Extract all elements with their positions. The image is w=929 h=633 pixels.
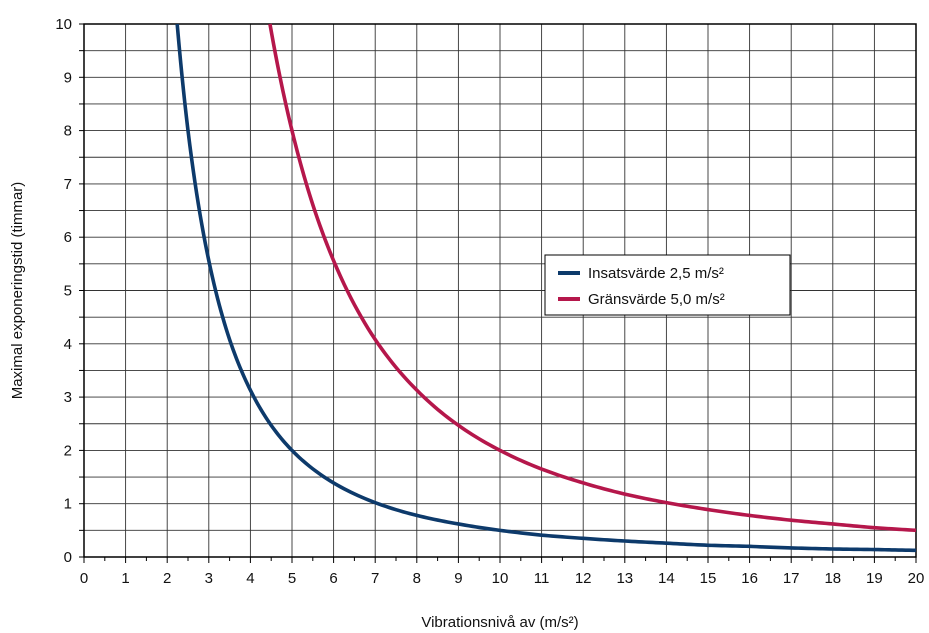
x-tick-label: 3	[205, 570, 213, 587]
legend-box	[544, 254, 791, 316]
x-tick-label: 11	[534, 570, 550, 587]
x-tick-label: 20	[908, 570, 925, 587]
x-tick-label: 19	[866, 570, 883, 587]
y-tick-label: 3	[64, 389, 72, 406]
x-tick-label: 13	[616, 570, 633, 587]
legend: Insatsvärde 2,5 m/s² Gränsvärde 5,0 m/s²	[544, 254, 791, 316]
y-axis: 0 1 2 3 4 5 6 7 8 9 10	[55, 16, 84, 566]
y-tick-label: 2	[64, 442, 72, 459]
x-tick-label: 0	[80, 570, 88, 587]
x-tick-label: 16	[741, 570, 758, 587]
legend-label: Gränsvärde 5,0 m/s²	[588, 291, 725, 308]
x-tick-label: 14	[658, 570, 675, 587]
series-lines	[175, 23, 917, 553]
y-axis-title: Maximal exponeringstid (timmar)	[9, 182, 26, 400]
legend-label: Insatsvärde 2,5 m/s²	[588, 265, 724, 282]
x-tick-label: 6	[329, 570, 337, 587]
x-tick-label: 2	[163, 570, 171, 587]
y-tick-label: 6	[64, 229, 72, 246]
x-tick-label: 15	[700, 570, 717, 587]
y-tick-label: 4	[64, 336, 72, 353]
x-tick-label: 4	[246, 570, 254, 587]
x-tick-label: 18	[824, 570, 841, 587]
x-tick-label: 17	[783, 570, 800, 587]
x-axis: 0 1 2 3 4 5 6 7 8 9 10 11 12 13 14 15 16 17 18 19 20	[80, 557, 925, 587]
y-tick-label: 1	[64, 496, 72, 513]
x-tick-label: 10	[492, 570, 509, 587]
x-tick-label: 5	[288, 570, 296, 587]
y-tick-label: 7	[64, 176, 72, 193]
y-tick-label: 5	[64, 283, 72, 300]
x-tick-label: 7	[371, 570, 379, 587]
x-tick-label: 12	[575, 570, 592, 587]
series-line-2	[268, 23, 917, 533]
y-tick-label: 0	[64, 549, 72, 566]
series-line-1	[175, 23, 917, 553]
x-axis-title: Vibrationsnivå av (m/s²)	[421, 614, 578, 631]
x-tick-label: 1	[121, 570, 129, 587]
y-tick-label: 8	[64, 123, 72, 140]
x-tick-label: 9	[454, 570, 462, 587]
y-tick-label: 9	[64, 69, 72, 86]
y-tick-label: 10	[55, 16, 72, 33]
grid	[83, 23, 917, 558]
x-tick-label: 8	[413, 570, 421, 587]
